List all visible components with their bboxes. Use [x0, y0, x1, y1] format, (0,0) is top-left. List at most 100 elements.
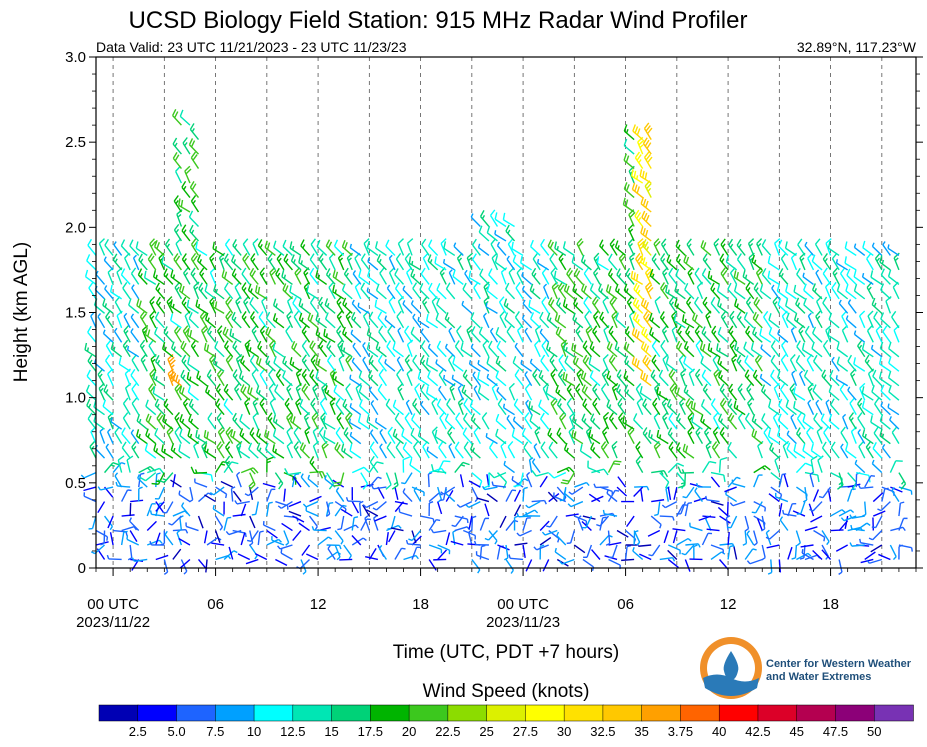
wind-barb [631, 327, 644, 343]
barb-flag [562, 241, 566, 249]
barb-flag [431, 426, 438, 433]
barb-staff [334, 504, 344, 517]
wind-barb [255, 356, 268, 372]
barb-flag [714, 243, 719, 247]
barb-staff [562, 378, 575, 387]
barb-flag [702, 419, 705, 424]
wind-barb [319, 397, 328, 416]
barb-staff [394, 486, 399, 500]
wind-barb [384, 315, 396, 329]
wind-barb [326, 354, 336, 372]
barb-flag [521, 285, 525, 290]
barb-staff [631, 333, 644, 343]
barb-flag [430, 464, 434, 472]
barb-flag [434, 256, 437, 264]
barb-staff [126, 459, 131, 473]
barb-staff [694, 374, 704, 387]
wind-barb [385, 532, 389, 546]
barb-staff [286, 315, 294, 329]
wind-barb [338, 353, 345, 372]
wind-barb [232, 513, 246, 517]
barb-staff [657, 501, 661, 515]
wind-barb [529, 358, 541, 372]
wind-barb [598, 283, 609, 300]
barb-flag [313, 387, 318, 392]
wind-barb [103, 256, 114, 271]
barb-staff [89, 446, 97, 459]
wind-barb [447, 354, 456, 372]
barb-staff [309, 346, 319, 358]
barb-flag [326, 389, 330, 395]
barb-staff [616, 274, 627, 285]
wind-barb [377, 486, 385, 499]
barb-flag [199, 267, 205, 275]
barb-staff [522, 318, 533, 329]
barb-staff [305, 510, 319, 517]
wind-barb [264, 240, 276, 256]
barb-flag [254, 555, 258, 560]
barb-flag [335, 426, 341, 434]
barb-flag [310, 354, 316, 361]
barb-flag [258, 390, 261, 395]
wind-barb [600, 441, 610, 459]
barb-flag [244, 339, 251, 346]
barb-flag [661, 284, 667, 292]
barb-staff [188, 420, 199, 430]
barb-staff [565, 513, 579, 517]
barb-staff [404, 359, 413, 372]
barb-staff [385, 404, 396, 416]
wind-barb [623, 138, 635, 155]
wind-barb [88, 515, 97, 530]
barb-flag [571, 342, 574, 351]
wind-barb [566, 383, 575, 401]
barb-flag [683, 254, 687, 262]
wind-barb [394, 501, 405, 513]
wind-barb [224, 455, 234, 473]
barb-flag [470, 213, 474, 218]
barb-flag [157, 479, 165, 484]
barb-flag [392, 428, 397, 436]
barb-staff [704, 518, 712, 531]
wind-barb [616, 486, 628, 497]
wind-barb [209, 486, 225, 496]
barb-flag [226, 298, 233, 306]
wind-barb [580, 370, 592, 387]
barb-staff [566, 273, 575, 285]
barb-staff [285, 330, 294, 343]
wind-barb [634, 151, 644, 169]
wind-barb [513, 515, 519, 531]
barb-flag [616, 369, 622, 377]
barb-flag [486, 356, 490, 364]
barb-flag [370, 399, 375, 405]
wind-barb [212, 241, 225, 257]
barb-flag [638, 139, 645, 146]
barb-staff [104, 462, 114, 474]
barb-staff [204, 450, 216, 459]
barb-staff [181, 505, 191, 517]
barb-staff [528, 306, 541, 314]
barb-flag [234, 374, 238, 379]
barb-flag [664, 481, 670, 489]
barb-flag [336, 310, 343, 317]
barb-staff [307, 478, 319, 488]
barb-flag [293, 259, 296, 264]
wind-barb [170, 443, 182, 459]
barb-flag [351, 299, 355, 304]
barb-flag [409, 458, 413, 466]
barb-flag [326, 354, 333, 362]
wind-barb [97, 368, 106, 387]
barb-flag [589, 283, 594, 291]
wind-barb [295, 368, 303, 386]
wind-barb [562, 241, 575, 257]
barb-staff [528, 407, 541, 416]
barb-staff [249, 360, 259, 372]
barb-staff [84, 349, 97, 358]
barb-staff [523, 447, 533, 459]
wind-barb [497, 544, 510, 551]
barb-flag [666, 254, 671, 262]
wind-barb [195, 241, 208, 257]
barb-flag [514, 342, 518, 347]
barb-flag [170, 370, 174, 379]
barb-staff [189, 486, 194, 500]
barb-flag [505, 224, 510, 232]
